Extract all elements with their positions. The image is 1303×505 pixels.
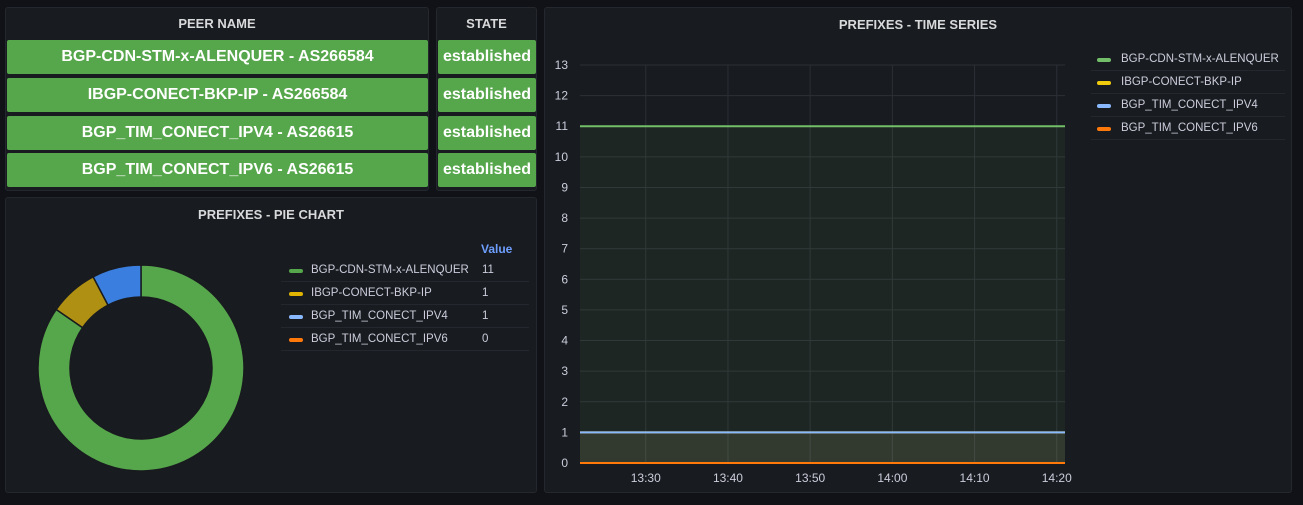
series-color-swatch (289, 292, 303, 296)
y-tick-label: 7 (561, 242, 568, 256)
ts-legend-name: IBGP-CONECT-BKP-IP (1121, 76, 1242, 88)
y-tick-label: 0 (561, 456, 568, 470)
state-cell-2: established (438, 78, 536, 112)
series-color-swatch (1097, 58, 1111, 62)
y-tick-label: 2 (561, 395, 568, 409)
x-tick-label: 13:40 (713, 471, 743, 485)
peer-name-header: PEER NAME (178, 16, 256, 31)
pie-chart (37, 264, 245, 472)
time-series-title: PREFIXES - TIME SERIES (838, 17, 998, 32)
series-area-2 (580, 432, 1065, 463)
y-tick-label: 13 (555, 58, 569, 72)
series-color-swatch (1097, 104, 1111, 108)
series-area-3 (580, 432, 1065, 463)
ts-legend-name: BGP_TIM_CONECT_IPV4 (1121, 99, 1258, 111)
pie-slice-1[interactable] (37, 264, 245, 472)
pie-legend-row-3[interactable]: BGP_TIM_CONECT_IPV4 1 (281, 306, 529, 328)
pie-legend-row-2[interactable]: IBGP-CONECT-BKP-IP 1 (281, 283, 529, 305)
x-tick-label: 13:30 (631, 471, 661, 485)
ts-legend-row-2[interactable]: IBGP-CONECT-BKP-IP (1091, 72, 1285, 94)
x-tick-label: 13:50 (795, 471, 825, 485)
series-color-swatch (289, 338, 303, 342)
series-area-1 (580, 126, 1065, 463)
y-tick-label: 3 (561, 364, 568, 378)
x-tick-label: 14:10 (960, 471, 990, 485)
series-color-swatch (1097, 127, 1111, 131)
pie-legend-value: 11 (482, 264, 494, 276)
y-tick-label: 8 (561, 211, 568, 225)
y-tick-label: 1 (561, 425, 568, 439)
series-color-swatch (289, 269, 303, 273)
ts-legend-row-1[interactable]: BGP-CDN-STM-x-ALENQUER (1091, 49, 1285, 71)
y-tick-label: 5 (561, 303, 568, 317)
x-tick-label: 14:20 (1042, 471, 1072, 485)
y-tick-label: 12 (555, 89, 569, 103)
peer-cell-1: BGP-CDN-STM-x-ALENQUER - AS266584 (7, 40, 428, 74)
series-color-swatch (289, 315, 303, 319)
pie-chart-title: PREFIXES - PIE CHART (198, 207, 344, 222)
time-series-panel: PREFIXES - TIME SERIES 0 1 2 3 4 5 6 7 8 9 10 11 12 1… (544, 7, 1292, 493)
ts-legend-name: BGP_TIM_CONECT_IPV6 (1121, 122, 1258, 134)
state-cell-4: established (438, 153, 536, 187)
y-tick-label: 9 (561, 180, 568, 194)
pie-legend-row-4[interactable]: BGP_TIM_CONECT_IPV6 0 (281, 329, 529, 351)
y-tick-label: 11 (556, 119, 569, 133)
series-color-swatch (1097, 81, 1111, 85)
peer-cell-3: BGP_TIM_CONECT_IPV4 - AS26615 (7, 116, 428, 150)
pie-legend-value-header: Value (481, 242, 513, 256)
pie-legend-name: IBGP-CONECT-BKP-IP (311, 287, 432, 299)
pie-legend-value: 1 (482, 310, 489, 322)
state-cell-3: established (438, 116, 536, 150)
state-cell-1: established (438, 40, 536, 74)
pie-slice-3[interactable] (92, 264, 142, 307)
y-tick-label: 4 (561, 334, 568, 348)
ts-legend-name: BGP-CDN-STM-x-ALENQUER (1121, 53, 1279, 65)
ts-legend-row-3[interactable]: BGP_TIM_CONECT_IPV4 (1091, 95, 1285, 117)
pie-legend-name: BGP-CDN-STM-x-ALENQUER (311, 264, 469, 276)
y-tick-label: 6 (561, 272, 568, 286)
pie-legend-value: 1 (482, 287, 489, 299)
y-tick-label: 10 (555, 150, 569, 164)
pie-legend-name: BGP_TIM_CONECT_IPV6 (311, 333, 448, 345)
pie-legend-name: BGP_TIM_CONECT_IPV4 (311, 310, 448, 322)
pie-legend-value: 0 (482, 333, 489, 345)
state-header: STATE (466, 16, 507, 31)
peer-cell-4: BGP_TIM_CONECT_IPV6 - AS26615 (7, 153, 428, 187)
peer-cell-2: IBGP-CONECT-BKP-IP - AS266584 (7, 78, 428, 112)
ts-legend-row-4[interactable]: BGP_TIM_CONECT_IPV6 (1091, 118, 1285, 140)
x-tick-label: 14:00 (877, 471, 907, 485)
pie-chart-panel: PREFIXES - PIE CHART Value BGP-CDN-STM-x… (5, 197, 537, 493)
pie-legend-row-1[interactable]: BGP-CDN-STM-x-ALENQUER 11 (281, 260, 529, 282)
